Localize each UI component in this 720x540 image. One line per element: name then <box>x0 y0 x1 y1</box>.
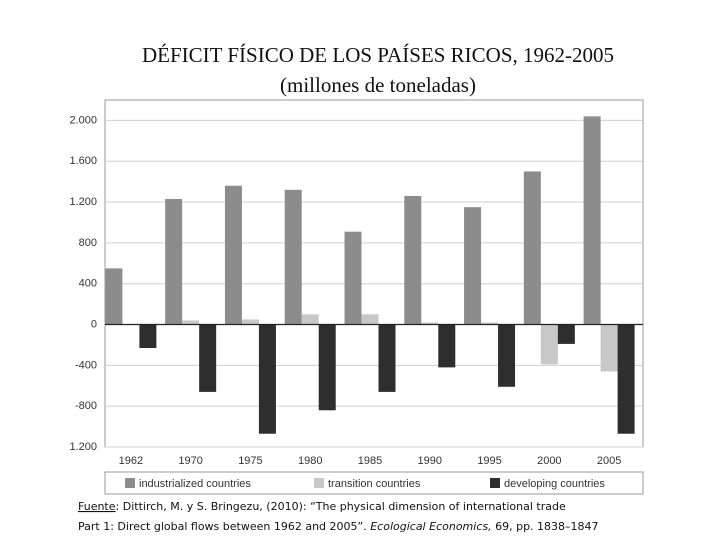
bar <box>600 324 618 372</box>
footnote-line2: Part 1: Direct global flows between 1962… <box>78 520 599 533</box>
bar <box>258 324 276 434</box>
legend-label: transition countries <box>328 478 421 490</box>
legend-frame <box>104 471 644 495</box>
bar <box>540 324 558 365</box>
bar <box>318 324 336 411</box>
bar <box>284 189 302 325</box>
x-tick-label: 1985 <box>358 455 382 467</box>
bar <box>464 207 482 325</box>
footnote-label: Fuente <box>78 500 116 513</box>
y-tick-label: 2.000 <box>69 114 97 126</box>
x-tick-label: 2005 <box>597 455 621 467</box>
footnote-text: Part 1: Direct global flows between 1962… <box>78 520 370 533</box>
bar <box>241 319 259 325</box>
chart-title: DÉFICIT FÍSICO DE LOS PAÍSES RICOS, 1962… <box>142 43 614 67</box>
bar <box>481 322 499 325</box>
y-tick-label: 0 <box>91 318 97 330</box>
bar <box>583 116 601 325</box>
bar <box>344 231 362 325</box>
x-tick-label: 1995 <box>477 455 501 467</box>
legend-swatch <box>490 478 500 488</box>
bar <box>165 198 183 325</box>
bar <box>182 320 200 325</box>
bar <box>199 324 217 392</box>
plot: 2.000 1.600 1.200 800 400 0 -400 -800 1.200 1962 1… <box>69 114 643 490</box>
bar <box>301 314 319 325</box>
bar <box>404 195 422 325</box>
bar <box>421 322 439 325</box>
bar <box>224 185 242 325</box>
chart-subtitle: (millones de toneladas) <box>280 73 476 97</box>
legend-label: developing countries <box>504 478 605 490</box>
y-tick-label: 1.200 <box>69 441 97 453</box>
bar <box>438 324 456 368</box>
bar <box>617 324 635 434</box>
footnote-text: 69, pp. 1838–1847 <box>492 520 599 533</box>
plot-frame <box>104 99 644 448</box>
y-tick-label: -400 <box>75 359 97 371</box>
y-tick-label: 800 <box>79 237 97 249</box>
bar <box>557 324 575 344</box>
footnote-line1: Fuente: Dittirch, M. y S. Bringezu, (201… <box>78 500 566 513</box>
legend-label: industrialized countries <box>139 478 251 490</box>
bar <box>139 324 157 349</box>
legend-swatch <box>314 478 324 488</box>
x-tick-label: 1962 <box>119 455 143 467</box>
x-tick-label: 1975 <box>238 455 262 467</box>
bar <box>378 324 396 392</box>
y-tick-label: -800 <box>75 400 97 412</box>
y-tick-label: 1.600 <box>69 155 97 167</box>
x-tick-label: 1990 <box>418 455 442 467</box>
bar <box>361 314 379 325</box>
bar <box>523 171 541 325</box>
legend-swatch <box>125 478 135 488</box>
bar <box>105 268 123 325</box>
x-tick-label: 2000 <box>537 455 561 467</box>
footnote-journal: Ecological Economics, <box>370 520 491 533</box>
y-tick-label: 400 <box>79 278 97 290</box>
x-tick-label: 1980 <box>298 455 322 467</box>
bar <box>498 324 516 387</box>
x-tick-label: 1970 <box>178 455 202 467</box>
y-tick-label: 1.200 <box>69 196 97 208</box>
footnote-text: : Dittirch, M. y S. Bringezu, (2010): “T… <box>116 500 566 513</box>
